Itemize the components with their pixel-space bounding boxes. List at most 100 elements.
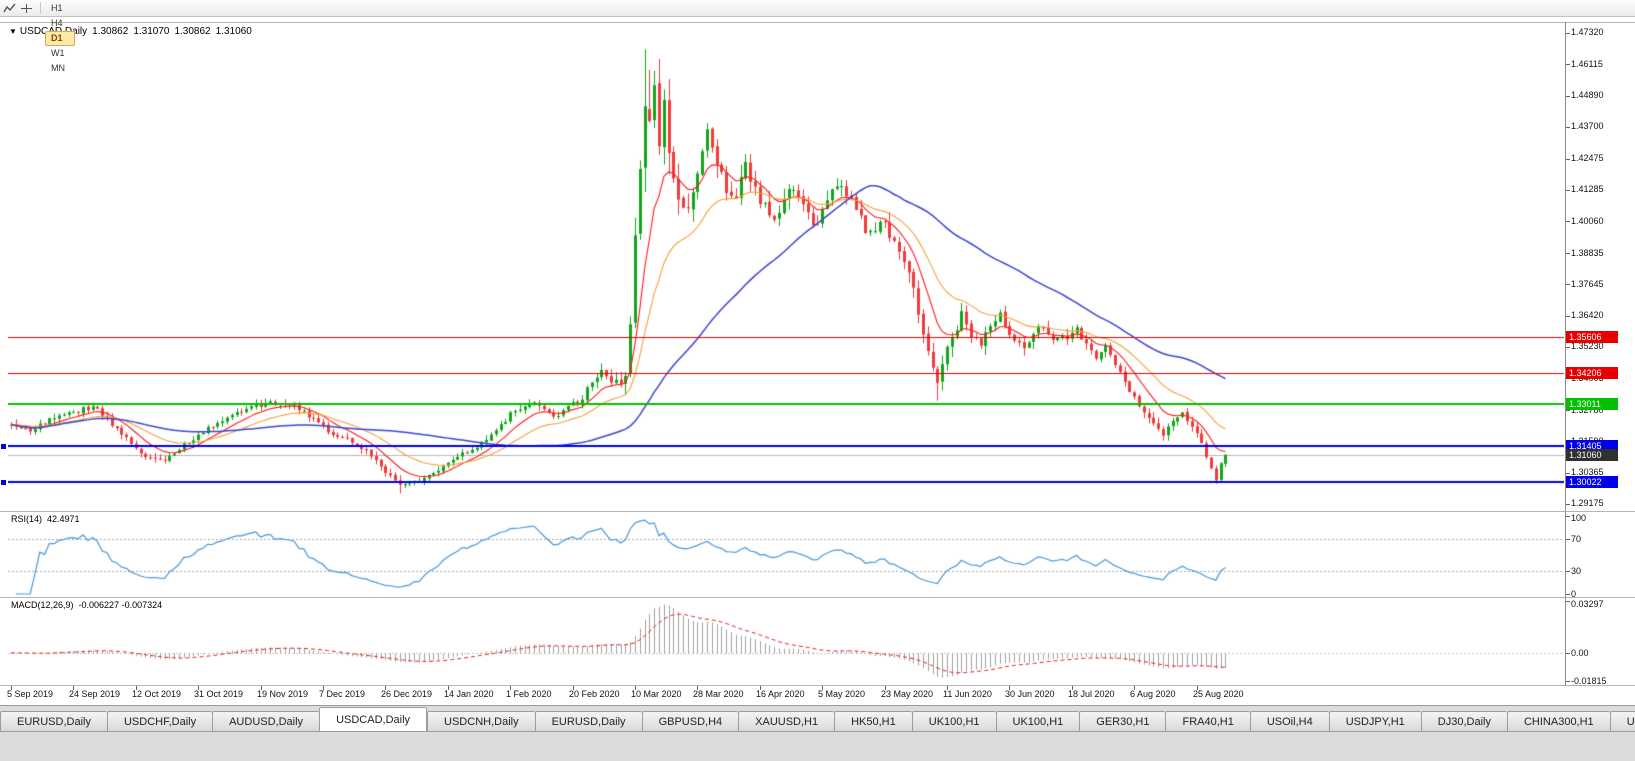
chart-line-icon[interactable] — [2, 2, 17, 15]
price-axis-tick — [1566, 410, 1570, 411]
crosshair-icon[interactable] — [19, 2, 34, 15]
rsi-axis-label: 100 — [1571, 513, 1587, 523]
price-axis-tick — [1566, 64, 1570, 65]
date-label: 14 Jan 2020 — [444, 689, 494, 699]
price-tick-label: 1.29175 — [1571, 498, 1604, 508]
price-tick-label: 1.32780 — [1571, 405, 1604, 415]
chart-tab-eurusd-daily[interactable]: EURUSD,Daily — [534, 711, 642, 732]
chart-tab-eurusd-daily[interactable]: EURUSD,Daily — [0, 711, 107, 732]
macd-indicator-canvas[interactable] — [8, 598, 1564, 685]
price-level-badge[interactable]: 1.30022 — [1566, 476, 1618, 488]
macd-values: -0.006227 -0.007324 — [78, 600, 163, 610]
date-label: 6 Aug 2020 — [1130, 689, 1176, 699]
price-tick-label: 1.42475 — [1571, 153, 1604, 163]
date-axis-tick — [448, 686, 449, 690]
price-axis-tick — [1566, 473, 1570, 474]
price-axis-tick — [1566, 347, 1570, 348]
date-axis-tick — [635, 686, 636, 690]
rsi-axis-tick — [1566, 516, 1570, 517]
date-axis-tick — [1072, 686, 1073, 690]
price-tick-label: 1.46115 — [1571, 59, 1603, 69]
ohlc-high: 1.31070 — [133, 26, 170, 37]
chart-tabs: EURUSD,Daily USDCHF,Daily AUDUSD,Daily USDC… — [0, 706, 1635, 732]
date-label: 1 Feb 2020 — [506, 689, 552, 699]
price-tick-label: 1.47320 — [1571, 27, 1604, 37]
ohlc-low: 1.30862 — [174, 26, 211, 37]
date-axis-tick — [947, 686, 948, 690]
date-label: 31 Oct 2019 — [194, 689, 244, 699]
panel-splitter-rsi[interactable] — [0, 511, 1635, 512]
timeframe-button-h4[interactable]: H4 — [51, 17, 63, 28]
rsi-indicator-canvas[interactable] — [8, 512, 1564, 597]
timeframe-button-mn[interactable]: MN — [51, 62, 65, 73]
date-axis-tick — [11, 686, 12, 690]
toolbar-separator — [40, 2, 41, 14]
macd-name: MACD(12,26,9) — [11, 600, 74, 610]
price-tick-label: 1.36420 — [1571, 310, 1604, 320]
price-level-badge[interactable]: 1.34206 — [1566, 367, 1618, 379]
rsi-axis-label: 30 — [1571, 566, 1582, 576]
line-anchor-handle[interactable] — [1, 480, 6, 485]
date-axis-tick — [1134, 686, 1135, 690]
chart-tab-usdcad-daily[interactable]: USDCAD,Daily — [319, 707, 428, 732]
date-axis-tick — [822, 686, 823, 690]
toolbar: M1M5M15M30H1H4D1W1MN — [0, 0, 1635, 73]
macd-axis-label: 0.00 — [1571, 648, 1589, 658]
date-label: 28 Mar 2020 — [693, 689, 744, 699]
price-axis-tick — [1566, 96, 1570, 97]
price-tick-label: 1.30365 — [1571, 467, 1604, 477]
chart-tab-audusd-daily[interactable]: AUDUSD,Daily — [212, 711, 320, 732]
chart-tab-dj30-daily[interactable]: DJ30,Daily — [1420, 711, 1507, 732]
date-axis-tick — [885, 686, 886, 690]
chart-tab-usdchf-daily[interactable]: USDCHF,Daily — [106, 711, 213, 732]
date-label: 18 Jul 2020 — [1068, 689, 1115, 699]
chart-tab-usoil-h4[interactable]: USOil,H4 — [1249, 711, 1329, 732]
price-axis-tick — [1566, 316, 1570, 317]
date-label: 24 Sep 2019 — [69, 689, 121, 699]
chart-tab-gbpusd-h4[interactable]: GBPUSD,H4 — [641, 711, 739, 732]
chart-tab-usdjpy-h1[interactable]: USDJPY,H1 — [1328, 711, 1421, 732]
date-axis-tick — [573, 686, 574, 690]
price-axis-tick — [1566, 221, 1570, 222]
timeframe-button-h1[interactable]: H1 — [51, 2, 63, 13]
price-axis-tick — [1566, 159, 1570, 160]
date-label: 30 Jun 2020 — [1005, 689, 1055, 699]
rsi-axis-tick — [1566, 539, 1570, 540]
date-axis-tick — [510, 686, 511, 690]
chart-tab-uk100-h1[interactable]: UK100,H1 — [911, 711, 996, 732]
date-label: 16 Apr 2020 — [756, 689, 805, 699]
price-axis-tick — [1566, 190, 1570, 191]
price-level-badge[interactable]: 1.33011 — [1566, 398, 1618, 410]
date-label: 10 Mar 2020 — [631, 689, 682, 699]
macd-axis-label: 0.03297 — [1571, 599, 1604, 609]
main-price-chart-canvas[interactable] — [8, 23, 1564, 511]
rsi-label: RSI(14) 42.4971 — [11, 514, 85, 524]
macd-axis-label: -0.01815 — [1571, 676, 1607, 686]
timeframe-button-w1[interactable]: W1 — [51, 47, 65, 58]
panel-splitter-macd[interactable] — [0, 597, 1635, 598]
ohlc-close: 1.31060 — [215, 26, 252, 37]
chart-tab-usoil-h1[interactable]: USOil,H1 — [1609, 711, 1635, 732]
collapse-triangle-icon[interactable]: ▼ — [9, 27, 17, 36]
chart-tab-fra40-h1[interactable]: FRA40,H1 — [1165, 711, 1250, 732]
price-tick-label: 1.44890 — [1571, 90, 1604, 100]
chart-tab-usdcnh-daily[interactable]: USDCNH,Daily — [427, 711, 535, 732]
price-axis-divider[interactable] — [1565, 22, 1566, 686]
chart-tab-ger30-h1[interactable]: GER30,H1 — [1079, 711, 1166, 732]
chart-tab-xauusd-h1[interactable]: XAUUSD,H1 — [738, 711, 835, 732]
current-price-badge: 1.31060 — [1566, 449, 1618, 461]
price-level-badge[interactable]: 1.35606 — [1566, 331, 1618, 343]
ohlc-open: 1.30862 — [92, 26, 129, 37]
date-axis-tick — [1009, 686, 1010, 690]
chart-tab-china300-h1[interactable]: CHINA300,H1 — [1506, 711, 1610, 732]
chart-tab-hk50-h1[interactable]: HK50,H1 — [834, 711, 912, 732]
chart-tab-uk100-h1[interactable]: UK100,H1 — [995, 711, 1080, 732]
timeframe-button-d1[interactable]: D1 — [45, 30, 75, 46]
rsi-value: 42.4971 — [47, 514, 80, 524]
price-axis-tick — [1566, 504, 1570, 505]
date-axis-tick — [760, 686, 761, 690]
line-anchor-handle[interactable] — [1, 444, 6, 449]
date-axis-tick — [385, 686, 386, 690]
chart-bottom-border — [0, 685, 1635, 686]
